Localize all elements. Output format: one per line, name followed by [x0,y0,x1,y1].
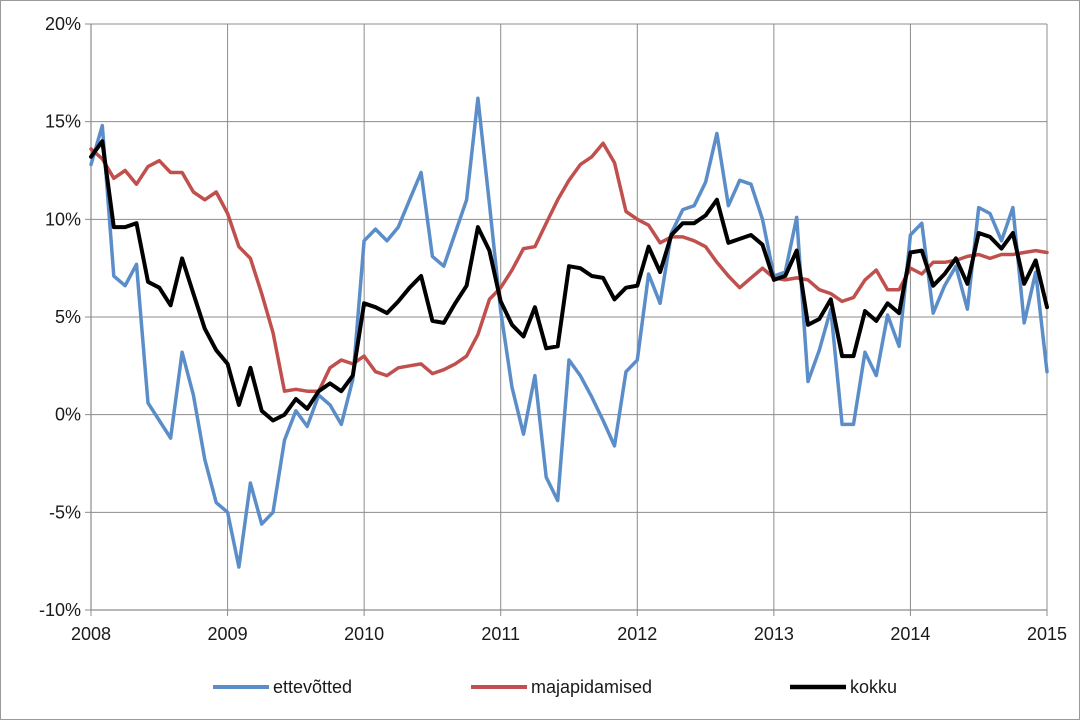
series-line-ettevõtted [89,96,1049,569]
y-tick-labels: -10% -5% 0% 5% 10% 15% 20% [39,14,81,620]
y-tick-label: 0% [55,405,81,425]
x-tick-label: 2013 [754,624,794,644]
y-tick-label: 20% [45,14,81,34]
gridlines [90,23,1048,611]
y-tick-label: 5% [55,307,81,327]
legend-label: kokku [850,677,897,697]
x-tick-labels: 2008 2009 2010 2011 2012 2013 2014 2015 [71,624,1067,644]
x-tick-label: 2014 [890,624,930,644]
legend-label: ettevõtted [273,677,352,697]
y-tick-label: -10% [39,600,81,620]
axes [85,23,1048,616]
y-tick-label: 10% [45,209,81,229]
x-tick-label: 2009 [208,624,248,644]
x-tick-label: 2011 [481,624,520,644]
x-tick-label: 2010 [344,624,384,644]
y-tick-label: -5% [49,502,81,522]
x-tick-label: 2015 [1027,624,1067,644]
series-lines [89,96,1049,569]
series-line-kokku [89,139,1049,423]
x-tick-label: 2008 [71,624,111,644]
legend-label: majapidamised [531,677,652,697]
series-line-majapidamised [89,141,1049,393]
x-tick-label: 2012 [617,624,657,644]
legend: ettevõtted majapidamised kokku [213,677,897,697]
y-tick-label: 15% [45,112,81,132]
